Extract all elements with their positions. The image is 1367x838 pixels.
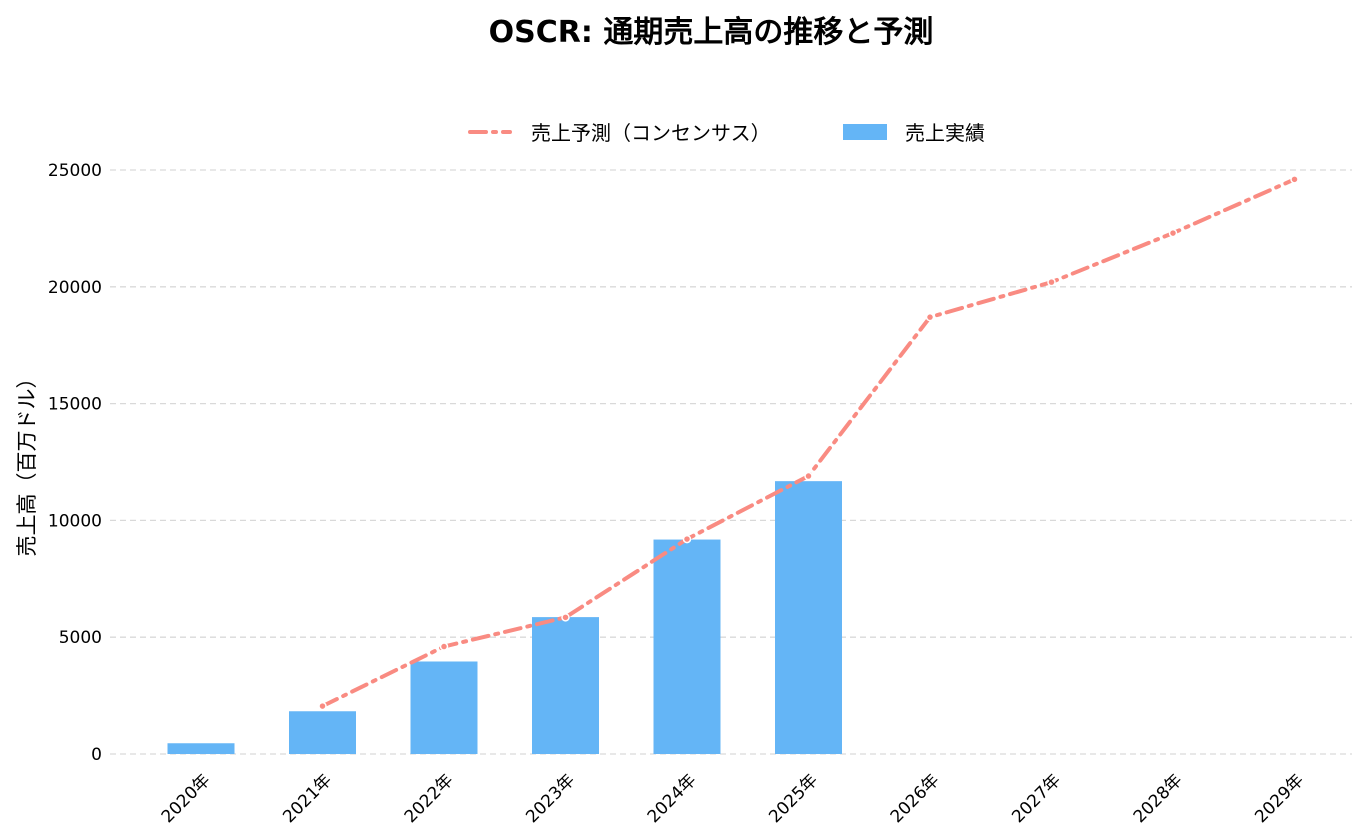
x-axis-ticks: 2020年 2021年 2022年 2023年 2024年 2025年 2026年 2027年… — [158, 770, 1308, 827]
bar — [653, 539, 721, 754]
forecast-point — [1168, 228, 1178, 238]
y-axis-ticks: 0 5000 10000 15000 20000 25000 — [48, 161, 102, 765]
x-tick-label: 2021年 — [279, 770, 336, 827]
forecast-point — [925, 312, 935, 322]
bar — [167, 743, 235, 754]
line-series — [318, 175, 1299, 711]
x-tick-label: 2026年 — [887, 770, 944, 827]
legend-label-actual: 売上実績 — [905, 121, 985, 145]
y-axis-label: 売上高（百万ドル） — [15, 368, 39, 557]
x-tick-label: 2020年 — [158, 770, 215, 827]
forecast-point — [1047, 277, 1056, 287]
y-tick-label: 25000 — [48, 161, 102, 181]
bar — [775, 481, 842, 754]
x-tick-label: 2027年 — [1008, 770, 1065, 827]
legend-item-actual: 売上実績 — [843, 121, 985, 145]
legend-item-forecast: 売上予測（コンセンサス） — [468, 121, 771, 145]
x-tick-label: 2022年 — [401, 770, 458, 827]
legend-swatch-actual — [843, 124, 887, 140]
forecast-point — [682, 534, 692, 544]
y-tick-label: 20000 — [48, 278, 102, 298]
legend-label-forecast: 売上予測（コンセンサス） — [531, 121, 771, 145]
bar — [289, 711, 356, 754]
forecast-point — [318, 701, 327, 711]
y-tick-label: 15000 — [48, 395, 102, 415]
forecast-point — [804, 471, 813, 481]
y-tick-label: 0 — [91, 745, 102, 765]
bar — [410, 661, 478, 754]
forecast-point — [1290, 175, 1299, 184]
chart-title: OSCR: 通期売上高の推移と予測 — [489, 15, 934, 50]
y-tick-label: 5000 — [59, 628, 102, 648]
x-tick-label: 2028年 — [1130, 770, 1187, 827]
y-tick-label: 10000 — [48, 511, 102, 531]
forecast-point — [561, 613, 570, 622]
bar-series — [167, 481, 842, 754]
bar — [532, 617, 599, 754]
grid-lines — [110, 169, 1352, 755]
legend: 売上予測（コンセンサス） 売上実績 — [468, 121, 985, 145]
x-tick-label: 2029年 — [1251, 770, 1308, 827]
x-tick-label: 2025年 — [765, 770, 822, 827]
x-tick-label: 2024年 — [644, 770, 701, 827]
forecast-point — [439, 642, 449, 651]
x-tick-label: 2023年 — [522, 770, 579, 827]
